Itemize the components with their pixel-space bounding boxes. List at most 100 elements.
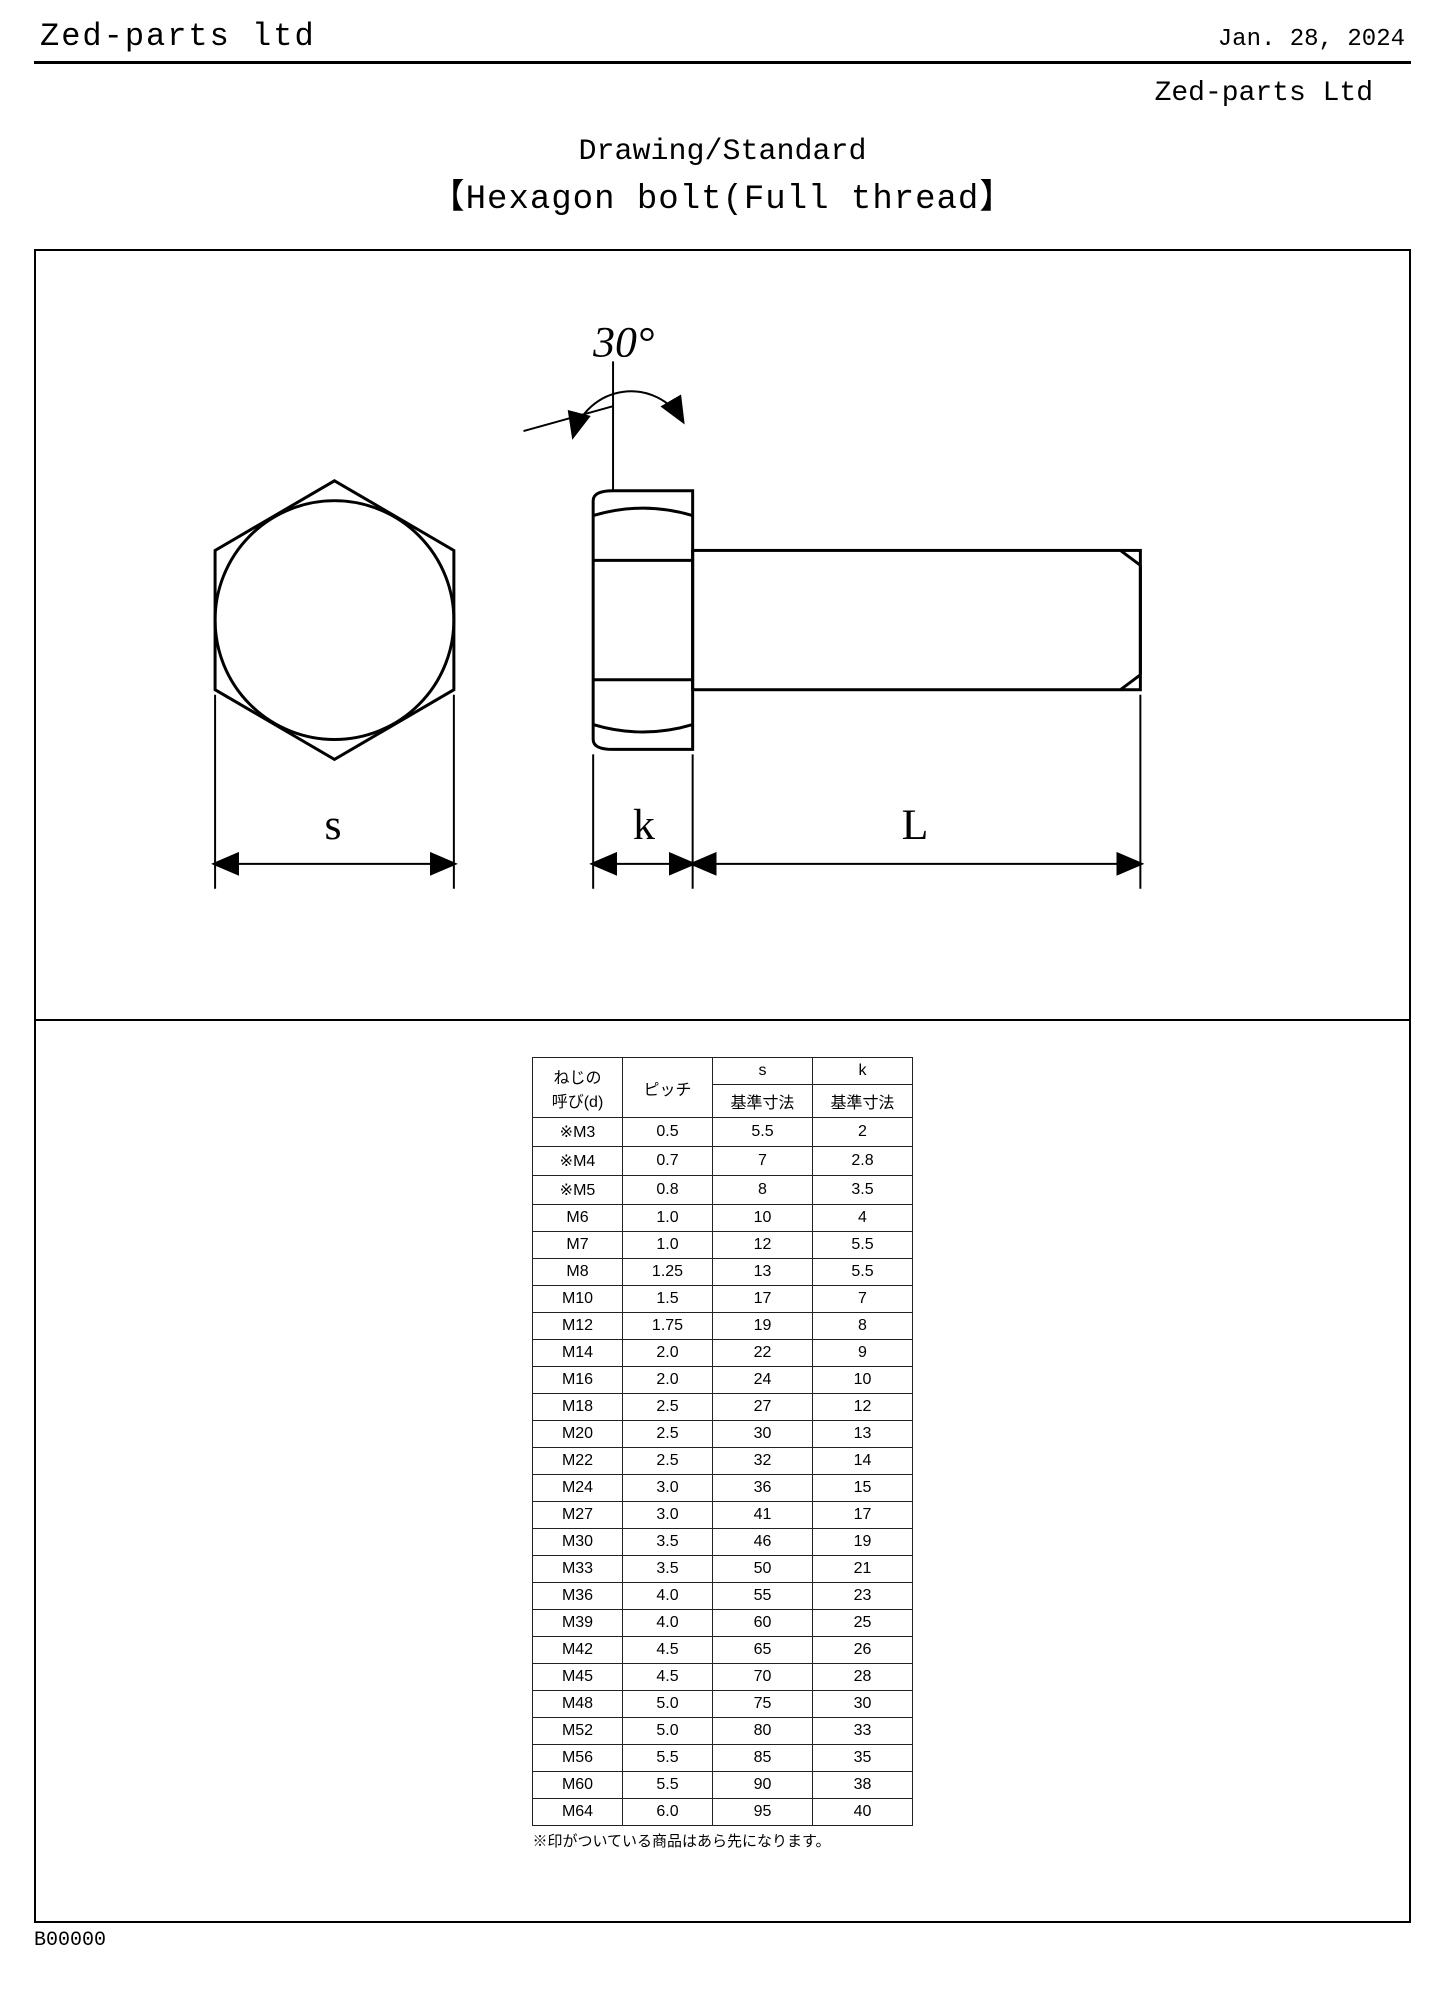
cell-k: 2.8: [813, 1147, 913, 1176]
table-row: M202.53013: [533, 1421, 913, 1448]
angle-label: 30°: [592, 318, 654, 366]
cell-s: 95: [713, 1799, 813, 1826]
th-s: s: [713, 1058, 813, 1085]
cell-p: 5.5: [623, 1772, 713, 1799]
cell-s: 46: [713, 1529, 813, 1556]
cell-k: 5.5: [813, 1232, 913, 1259]
cell-k: 21: [813, 1556, 913, 1583]
table-row: ※M30.55.52: [533, 1118, 913, 1147]
cell-s: 70: [713, 1664, 813, 1691]
cell-k: 13: [813, 1421, 913, 1448]
cell-p: 3.0: [623, 1475, 713, 1502]
cell-s: 80: [713, 1718, 813, 1745]
cell-k: 26: [813, 1637, 913, 1664]
cell-d: M45: [533, 1664, 623, 1691]
cell-d: M20: [533, 1421, 623, 1448]
cell-p: 1.0: [623, 1205, 713, 1232]
cell-p: 5.0: [623, 1691, 713, 1718]
table-row: M243.03615: [533, 1475, 913, 1502]
cell-p: 1.0: [623, 1232, 713, 1259]
cell-d: M6: [533, 1205, 623, 1232]
drawing-code: B00000: [34, 1929, 1411, 1952]
cell-k: 35: [813, 1745, 913, 1772]
table-row: M81.25135.5: [533, 1259, 913, 1286]
table-row: M565.58535: [533, 1745, 913, 1772]
cell-s: 17: [713, 1286, 813, 1313]
table-row: M454.57028: [533, 1664, 913, 1691]
main-panel: s: [34, 249, 1411, 1923]
cell-d: M8: [533, 1259, 623, 1286]
table-row: ※M40.772.8: [533, 1147, 913, 1176]
cell-k: 10: [813, 1367, 913, 1394]
th-pitch: ピッチ: [623, 1058, 713, 1118]
cell-d: ※M4: [533, 1147, 623, 1176]
cell-d: M27: [533, 1502, 623, 1529]
cell-d: M22: [533, 1448, 623, 1475]
title-line2: 【Hexagon bolt(Full thread】: [34, 169, 1411, 219]
cell-p: 4.0: [623, 1583, 713, 1610]
cell-k: 38: [813, 1772, 913, 1799]
cell-s: 65: [713, 1637, 813, 1664]
cell-d: M18: [533, 1394, 623, 1421]
cell-d: M52: [533, 1718, 623, 1745]
cell-p: 0.5: [623, 1118, 713, 1147]
cell-d: ※M3: [533, 1118, 623, 1147]
cell-s: 41: [713, 1502, 813, 1529]
th-d: ねじの 呼び(d): [533, 1058, 623, 1118]
cell-p: 3.5: [623, 1529, 713, 1556]
cell-p: 1.5: [623, 1286, 713, 1313]
th-d-l1: ねじの: [553, 1070, 601, 1087]
cell-k: 28: [813, 1664, 913, 1691]
cell-d: M60: [533, 1772, 623, 1799]
cell-k: 40: [813, 1799, 913, 1826]
cell-p: 0.8: [623, 1176, 713, 1205]
dim-label-s: s: [325, 801, 342, 849]
cell-d: M7: [533, 1232, 623, 1259]
cell-s: 30: [713, 1421, 813, 1448]
table-row: M394.06025: [533, 1610, 913, 1637]
cell-k: 8: [813, 1313, 913, 1340]
table-row: M71.0125.5: [533, 1232, 913, 1259]
technical-drawing: s: [36, 251, 1409, 1021]
cell-k: 2: [813, 1118, 913, 1147]
cell-p: 6.0: [623, 1799, 713, 1826]
table-row: M101.5177: [533, 1286, 913, 1313]
cell-p: 2.5: [623, 1448, 713, 1475]
cell-s: 90: [713, 1772, 813, 1799]
cell-s: 32: [713, 1448, 813, 1475]
cell-s: 60: [713, 1610, 813, 1637]
cell-k: 7: [813, 1286, 913, 1313]
cell-k: 19: [813, 1529, 913, 1556]
cell-s: 8: [713, 1176, 813, 1205]
cell-k: 25: [813, 1610, 913, 1637]
cell-k: 5.5: [813, 1259, 913, 1286]
cell-s: 36: [713, 1475, 813, 1502]
table-row: M222.53214: [533, 1448, 913, 1475]
cell-d: M64: [533, 1799, 623, 1826]
cell-p: 2.5: [623, 1421, 713, 1448]
table-row: M121.75198: [533, 1313, 913, 1340]
company-name-top: Zed-parts ltd: [40, 18, 316, 55]
cell-s: 5.5: [713, 1118, 813, 1147]
table-row: M273.04117: [533, 1502, 913, 1529]
th-k: k: [813, 1058, 913, 1085]
table-row: M61.0104: [533, 1205, 913, 1232]
cell-p: 3.5: [623, 1556, 713, 1583]
cell-d: M48: [533, 1691, 623, 1718]
cell-k: 4: [813, 1205, 913, 1232]
cell-d: M33: [533, 1556, 623, 1583]
cell-s: 22: [713, 1340, 813, 1367]
cell-d: M24: [533, 1475, 623, 1502]
cell-k: 30: [813, 1691, 913, 1718]
cell-p: 5.5: [623, 1745, 713, 1772]
table-row: M303.54619: [533, 1529, 913, 1556]
table-row: M162.02410: [533, 1367, 913, 1394]
title-block: Drawing/Standard 【Hexagon bolt(Full thre…: [34, 135, 1411, 219]
cell-k: 33: [813, 1718, 913, 1745]
cell-p: 3.0: [623, 1502, 713, 1529]
cell-k: 23: [813, 1583, 913, 1610]
table-row: M333.55021: [533, 1556, 913, 1583]
cell-s: 19: [713, 1313, 813, 1340]
cell-p: 1.25: [623, 1259, 713, 1286]
page-date: Jan. 28, 2024: [1218, 26, 1405, 53]
